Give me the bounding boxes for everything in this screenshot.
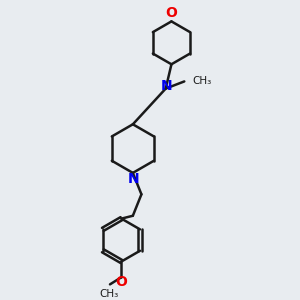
Text: CH₃: CH₃ [192, 76, 212, 86]
Text: O: O [115, 275, 127, 290]
Text: N: N [161, 79, 172, 93]
Text: O: O [166, 6, 177, 20]
Text: N: N [128, 172, 139, 186]
Text: CH₃: CH₃ [99, 289, 118, 299]
